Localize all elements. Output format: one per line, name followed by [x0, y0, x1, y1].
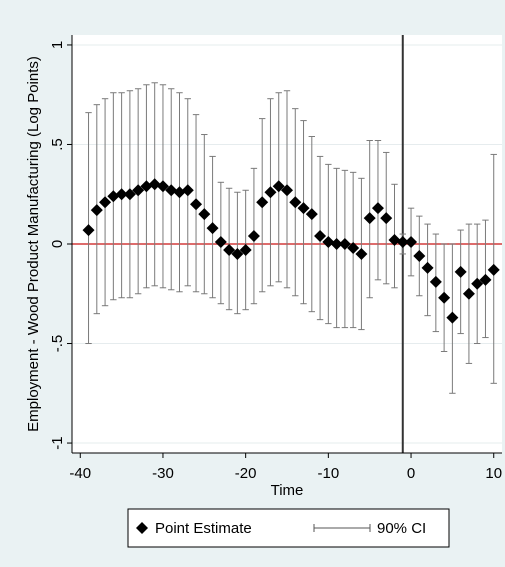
ci-bar-6 [457, 229, 464, 335]
point-estimate--31 [148, 178, 161, 191]
point-estimate--24 [206, 222, 219, 235]
point-estimate--27 [181, 184, 194, 197]
x-tick-label-3: -10 [318, 465, 340, 482]
y-tick-label-3: .5 [49, 138, 66, 151]
point-estimate-3 [429, 275, 442, 288]
point-estimates [82, 178, 500, 324]
point-estimate-7 [462, 287, 475, 300]
legend-box [127, 508, 450, 548]
ci-bar--12 [308, 136, 316, 313]
point-estimate--25 [198, 208, 211, 221]
point-estimate-9 [479, 273, 492, 286]
x-tick-label-2: -20 [235, 465, 257, 482]
point-estimate--13 [297, 202, 310, 215]
legend-label-90-ci: 90% CI [377, 520, 426, 537]
point-estimate--36 [107, 190, 120, 203]
point-estimate--4 [371, 202, 384, 215]
point-estimate--1 [396, 236, 409, 249]
point-estimate--39 [82, 224, 95, 237]
point-estimate--29 [165, 184, 178, 197]
point-estimate--7 [347, 241, 360, 254]
point-estimate--2 [388, 234, 401, 247]
point-estimate--19 [247, 230, 260, 243]
y-tick-label-4: 1 [49, 41, 66, 49]
legend-diamond-icon [136, 522, 148, 534]
x-tick-label-5: 10 [485, 465, 502, 482]
y-tick-label-1: -.5 [49, 335, 66, 353]
point-estimate-6 [454, 265, 467, 278]
point-estimate--32 [140, 180, 153, 193]
point-estimate--15 [281, 184, 293, 197]
x-tick-label-0: -40 [69, 465, 91, 482]
point-estimate--28 [173, 186, 186, 199]
point-estimate--22 [223, 243, 236, 256]
point-estimate--16 [272, 180, 285, 193]
point-estimate--35 [115, 188, 128, 201]
point-estimate--3 [380, 212, 393, 225]
point-estimate--9 [330, 238, 343, 250]
point-estimate--18 [256, 196, 269, 209]
point-estimate--21 [231, 247, 244, 260]
point-estimate--5 [363, 212, 376, 225]
y-tick-label-2: 0 [49, 240, 66, 248]
x-axis-title: Time [271, 482, 304, 499]
point-estimate--37 [99, 196, 112, 209]
legend: Point Estimate 90% CI [127, 508, 450, 548]
point-estimate-5 [446, 311, 459, 324]
point-estimate--17 [264, 186, 277, 199]
x-tick-label-4: 0 [407, 465, 415, 482]
y-tick-label-0: -1 [49, 436, 66, 449]
point-estimate-2 [421, 261, 434, 274]
point-estimate--20 [239, 243, 252, 256]
confidence-intervals [85, 82, 497, 394]
point-estimate--14 [289, 196, 302, 209]
point-estimate--8 [338, 238, 351, 250]
point-estimate--10 [322, 236, 335, 249]
point-estimate--38 [90, 204, 103, 217]
point-estimate-10 [487, 263, 500, 276]
point-estimate--26 [190, 198, 203, 211]
point-estimate--33 [132, 184, 145, 197]
point-estimate--34 [123, 188, 136, 201]
point-estimate-1 [413, 249, 426, 262]
y-axis-title: Employment - Wood Product Manufacturing … [25, 56, 42, 432]
legend-label-point-estimate: Point Estimate [155, 520, 252, 537]
point-estimate-0 [405, 236, 418, 249]
point-estimate--23 [214, 236, 227, 249]
point-estimate--12 [305, 208, 318, 221]
x-tick-label-1: -30 [152, 465, 174, 482]
point-estimate--11 [314, 230, 327, 243]
point-estimate-8 [471, 277, 484, 290]
point-estimate--6 [355, 247, 368, 260]
point-estimate--30 [156, 180, 169, 193]
axes: -1 -.5 0 .5 1 -40 -30 -20 -10 0 10 [49, 35, 502, 482]
point-estimate-4 [438, 291, 451, 304]
